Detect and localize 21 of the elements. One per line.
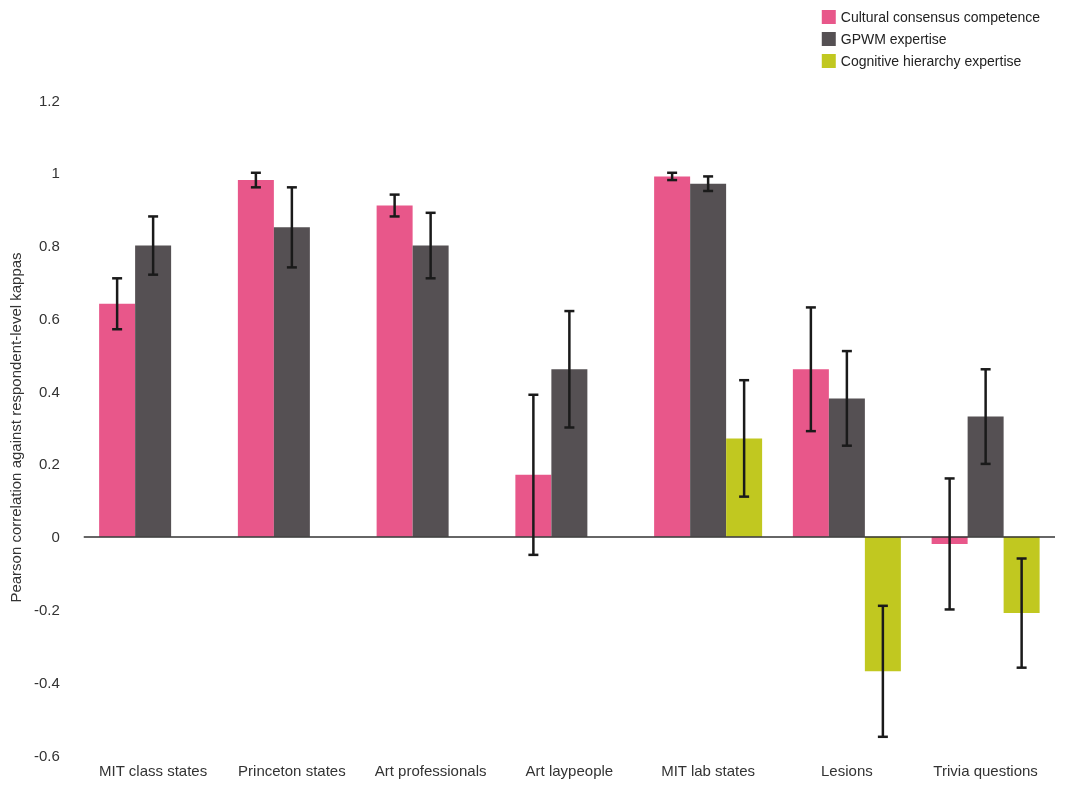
y-tick-label: 0.6 xyxy=(38,309,60,327)
x-tick-label: Princeton states xyxy=(238,762,346,779)
legend-label: GPWM expertise xyxy=(840,31,947,47)
y-tick-label: 0.4 xyxy=(38,382,60,400)
y-tick-label: 0.2 xyxy=(38,455,60,473)
x-tick-label: Art professionals xyxy=(374,762,487,779)
legend-label: Cognitive hierarchy expertise xyxy=(840,53,1022,69)
y-axis-title: Pearson correlation against respondent-level kappas xyxy=(7,252,24,603)
x-tick-label: Lesions xyxy=(821,762,873,779)
y-tick-label: -0.6 xyxy=(33,746,60,764)
y-tick-label: 0 xyxy=(51,528,60,546)
x-tick-label: Trivia questions xyxy=(933,762,1038,779)
y-tick-label: 1.2 xyxy=(38,91,60,109)
y-tick-label: -0.4 xyxy=(33,673,60,691)
y-tick-label: -0.2 xyxy=(33,600,60,618)
x-tick-label: MIT lab states xyxy=(661,762,756,779)
x-tick-label: Art laypeople xyxy=(525,762,614,779)
y-tick-label: 0.8 xyxy=(38,237,60,255)
legend-label: Cultural consensus competence xyxy=(840,9,1041,25)
x-tick-label: MIT class states xyxy=(99,762,208,779)
y-tick-label: 1 xyxy=(51,164,60,182)
